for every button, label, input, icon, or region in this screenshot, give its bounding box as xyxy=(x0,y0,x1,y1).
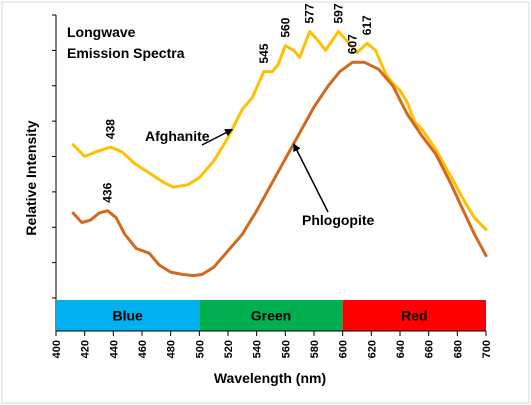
color-band-label: Red xyxy=(401,308,427,324)
x-tick-label: 460 xyxy=(137,340,149,358)
color-bands: Blue Green Red xyxy=(56,300,486,331)
x-tick-label: 420 xyxy=(80,340,92,358)
y-axis xyxy=(52,14,57,331)
peak-label: 607 xyxy=(346,34,360,54)
x-tick-label: 540 xyxy=(252,340,264,358)
series-callouts: Afghanite Phlogopite xyxy=(145,128,375,228)
x-tick-label: 480 xyxy=(166,340,178,358)
series-callout-afghanite: Afghanite xyxy=(145,128,210,144)
chart-title-line-1: Longwave xyxy=(67,24,136,40)
series-line-phlogopite xyxy=(71,60,488,278)
peak-label: 436 xyxy=(101,182,115,202)
x-tick-label: 600 xyxy=(338,340,350,358)
x-tick-label: 440 xyxy=(108,340,120,358)
x-tick-label: 560 xyxy=(280,340,292,358)
series-callout-arrow xyxy=(201,128,234,146)
peak-label: 560 xyxy=(278,17,292,37)
x-tick-label: 660 xyxy=(424,340,436,358)
x-tick-label: 640 xyxy=(395,340,407,358)
peak-label: 438 xyxy=(103,119,117,139)
color-band-label: Blue xyxy=(112,308,143,324)
y-axis-label: Relative Intensity xyxy=(23,120,39,235)
color-band-green xyxy=(199,300,343,331)
peak-annotations: 438 545 560 577 597 617 436 607 xyxy=(101,3,374,203)
x-tick-label: 500 xyxy=(194,340,206,358)
peak-label: 545 xyxy=(257,43,271,63)
x-axis-label: Wavelength (nm) xyxy=(214,370,326,386)
series-callout-phlogopite: Phlogopite xyxy=(302,212,375,228)
color-band-label: Green xyxy=(251,308,291,324)
chart-title-line-2: Emission Spectra xyxy=(67,45,185,61)
x-axis: 400 420 440 460 480 500 520 540 560 580 600 620 640 6… xyxy=(51,330,493,358)
x-tick-label: 520 xyxy=(223,340,235,358)
peak-label: 617 xyxy=(360,15,374,35)
series-lines xyxy=(71,30,488,278)
color-band-blue xyxy=(56,300,200,331)
peak-label: 597 xyxy=(331,3,345,23)
color-band-red xyxy=(342,300,486,331)
x-tick-label: 620 xyxy=(366,340,378,358)
x-tick-label: 680 xyxy=(452,340,464,358)
x-tick-label: 580 xyxy=(309,340,321,358)
peak-label: 577 xyxy=(303,3,317,23)
x-tick-label: 700 xyxy=(481,340,493,358)
series-line-afghanite xyxy=(71,30,488,232)
x-tick-label: 400 xyxy=(51,340,63,358)
series-callout-arrow xyxy=(293,143,329,213)
